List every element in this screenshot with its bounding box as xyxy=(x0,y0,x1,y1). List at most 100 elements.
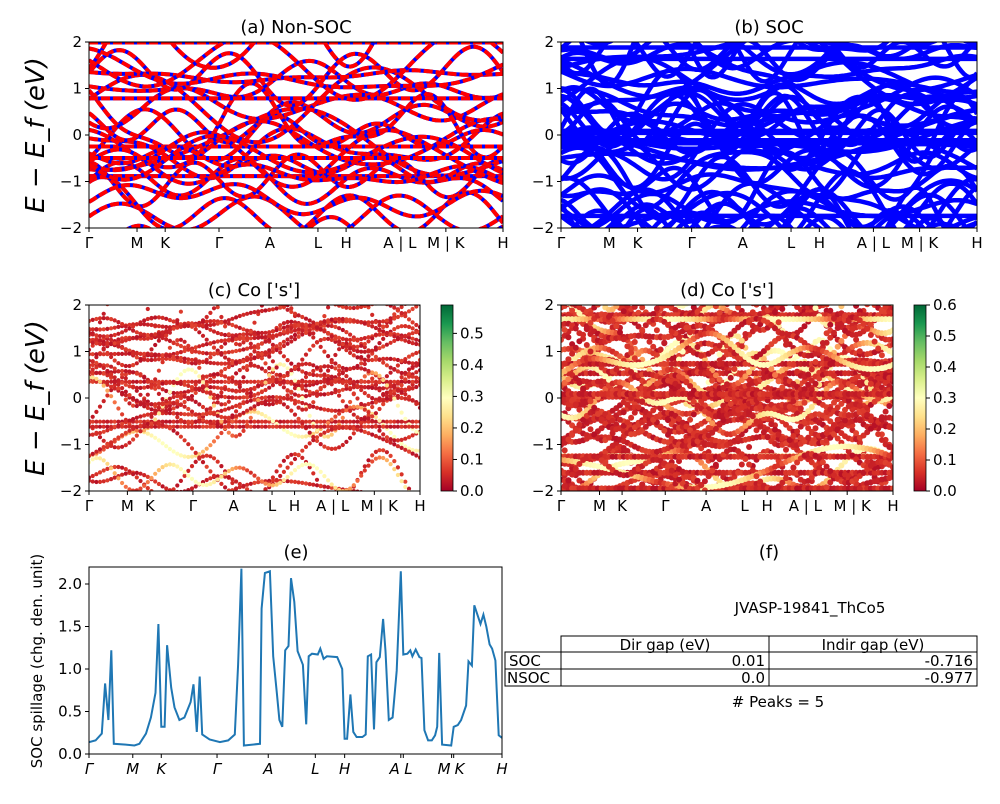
panel-c-point xyxy=(352,493,356,497)
panel-c-point xyxy=(249,498,253,502)
panel-c-point xyxy=(315,394,319,398)
panel-c-point xyxy=(414,281,418,285)
panel-c-point xyxy=(337,372,341,376)
panel-c-point xyxy=(98,511,102,515)
panel-c-point xyxy=(411,307,415,311)
panel-d-point xyxy=(680,498,686,504)
panel-c-point xyxy=(124,347,128,351)
panel-c-point xyxy=(341,399,345,403)
panel-c-point xyxy=(109,385,113,389)
panel-c-point xyxy=(223,380,227,384)
panel-c-point xyxy=(102,468,106,472)
panel-d-point xyxy=(875,282,881,288)
panel-c-point xyxy=(392,368,396,372)
panel-c-point xyxy=(381,325,385,329)
panel-c-point xyxy=(363,425,367,429)
panel-c-point xyxy=(149,316,153,320)
panel-c-point xyxy=(149,333,153,337)
panel-c-point xyxy=(403,392,407,396)
panel-c-point xyxy=(94,472,98,476)
panel-c-point xyxy=(94,547,98,551)
panel-c-point xyxy=(135,399,139,403)
panel-c-point xyxy=(149,323,153,327)
panel-d-point xyxy=(569,298,575,304)
panel-c-point xyxy=(113,386,117,390)
panel-d-point xyxy=(728,492,734,498)
panel-d-point xyxy=(805,290,811,296)
panel-d-point xyxy=(779,494,785,500)
panel-c-point xyxy=(172,406,176,410)
panel-c-point xyxy=(164,503,168,507)
panel-c-point xyxy=(366,402,370,406)
panel-c-point xyxy=(157,331,161,335)
panel-c-point xyxy=(293,300,297,304)
panel-d-point xyxy=(665,253,671,259)
panel-c-point xyxy=(164,516,168,520)
panel-d-point xyxy=(872,280,878,286)
panel-d-point xyxy=(864,253,870,259)
panel-c-point xyxy=(197,271,201,275)
panel-c-point xyxy=(411,380,415,384)
panel-c-point xyxy=(105,363,109,367)
panel-c-point xyxy=(157,282,161,286)
panel-c-point xyxy=(179,493,183,497)
panel-c-point xyxy=(396,252,400,256)
panel-c-point xyxy=(381,281,385,285)
panel-c-point xyxy=(201,351,205,355)
panel-c-point xyxy=(164,420,168,424)
panel-c-point xyxy=(164,405,168,409)
panel-c-point xyxy=(322,474,326,478)
panel-c-point xyxy=(149,415,153,419)
panel-c-point xyxy=(249,387,253,391)
panel-c-point xyxy=(286,380,290,384)
panel-c-point xyxy=(308,431,312,435)
panel-c-point xyxy=(377,264,381,268)
panel-c-point xyxy=(400,371,404,375)
panel-c-point xyxy=(389,341,393,345)
panel-c-point xyxy=(219,494,223,498)
panel-c-point xyxy=(212,306,216,310)
panel-c-point xyxy=(208,311,212,315)
panel-c-point xyxy=(359,361,363,365)
panel-c-point xyxy=(138,429,142,433)
panel-c-point xyxy=(109,440,113,444)
panel-c-point xyxy=(186,389,190,393)
panel-c-point xyxy=(241,420,245,424)
panel-c-point xyxy=(377,425,381,429)
panel-c-point xyxy=(370,492,374,496)
panel-c-point xyxy=(205,338,209,342)
panel-c-point xyxy=(381,393,385,397)
panel-c-point xyxy=(230,350,234,354)
panel-c-point xyxy=(230,481,234,485)
panel-c-point xyxy=(223,472,227,476)
panel-d-point xyxy=(783,290,789,296)
panel-c-point xyxy=(161,387,165,391)
panel-d-point xyxy=(591,271,597,277)
panel-c-point xyxy=(326,377,330,381)
panel-c-point xyxy=(370,320,374,324)
panel-c-point xyxy=(98,431,102,435)
panel-c-point xyxy=(403,437,407,441)
panel-c-point xyxy=(407,435,411,439)
panel-c-point xyxy=(124,390,128,394)
panel-c-point xyxy=(389,318,393,322)
panel-d-point xyxy=(890,267,896,273)
panel-c-point xyxy=(341,420,345,424)
panel-c-point xyxy=(142,386,146,390)
panel-c-point xyxy=(337,281,341,285)
panel-d-point xyxy=(713,265,719,271)
panel-c-point xyxy=(271,398,275,402)
panel-d-point xyxy=(864,262,870,268)
panel-c-point xyxy=(109,420,113,424)
panel-c-point xyxy=(227,318,231,322)
panel-d-point xyxy=(838,267,844,273)
panel-d-point xyxy=(802,285,808,291)
panel-c-point xyxy=(164,317,168,321)
panel-c-point xyxy=(186,442,190,446)
panel-c-point xyxy=(205,483,209,487)
panel-c-point xyxy=(389,357,393,361)
panel-c-point xyxy=(212,266,216,270)
panel-c-point xyxy=(319,320,323,324)
panel-d-point xyxy=(602,296,608,302)
panel-c-point xyxy=(370,313,374,317)
